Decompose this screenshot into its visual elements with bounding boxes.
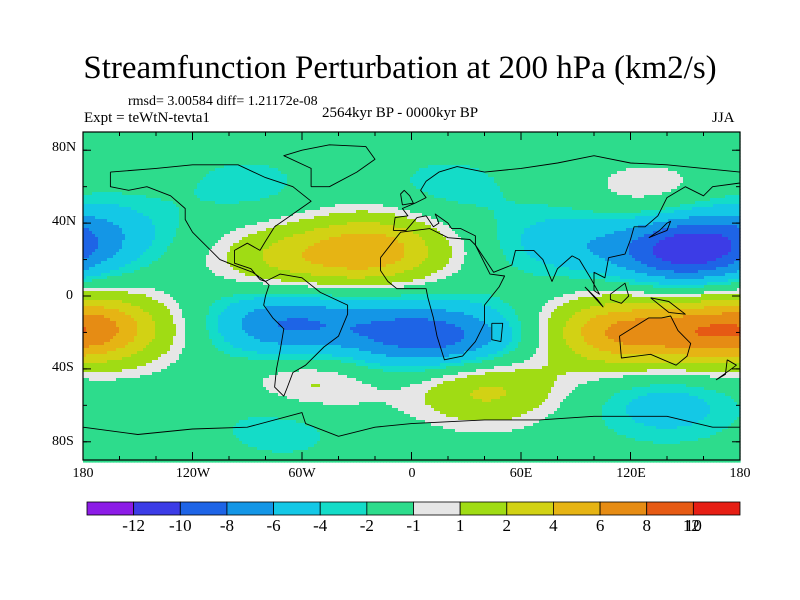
lon-label-120w: 120W [163, 466, 223, 482]
coastline-segment [584, 286, 604, 308]
coastline-segment [109, 164, 312, 282]
coastline-segment [609, 282, 630, 304]
lat-label-80n: 80N [52, 140, 76, 156]
field-shading [83, 132, 741, 463]
period-label: 2564kyr BP - 0000kyr BP [322, 105, 478, 122]
colorbar-label: 10 [673, 516, 713, 536]
colorbar-label: -4 [300, 516, 340, 536]
colorbar-box [553, 501, 601, 516]
coastline-segment [283, 144, 376, 188]
colorbar-label: -1 [394, 516, 434, 536]
coastline-segment [392, 155, 741, 295]
colorbar-box [273, 501, 321, 516]
colorbar-label: -6 [254, 516, 294, 536]
lat-label-80s: 80S [52, 434, 74, 450]
coastline-segment [648, 220, 672, 239]
colorbar-label: 8 [627, 516, 667, 536]
axis-ticks [82, 132, 741, 460]
colorbar-label: -8 [207, 516, 247, 536]
colorbar-label: 4 [533, 516, 573, 536]
lon-label-60e: 60E [491, 466, 551, 482]
colorbar-label: 12 [671, 516, 711, 536]
colorbar-label: 6 [580, 516, 620, 536]
colorbar-label: 1 [440, 516, 480, 536]
lat-label-40n: 40N [52, 214, 76, 230]
coastline-segment [650, 297, 686, 315]
colorbar-box [646, 501, 694, 516]
colorbar-box [179, 501, 228, 516]
lon-label-60w: 60W [272, 466, 332, 482]
coastlines [82, 144, 741, 437]
coastline-segment [491, 322, 504, 343]
season-label: JJA [712, 110, 735, 127]
experiment-label: Expt = teWtN-tevta1 [84, 110, 210, 127]
lon-label-180w: 180 [53, 466, 113, 482]
colorbar-label: -12 [114, 516, 154, 536]
colorbar-box [506, 501, 554, 516]
coastline-segment [619, 315, 692, 366]
colorbar-box [86, 501, 135, 516]
colorbar-box [319, 501, 368, 516]
plot-title: Streamfunction Perturbation at 200 hPa (… [0, 50, 800, 87]
colorbar-box [599, 501, 648, 516]
stats-line: rmsd= 3.00584 diff= 1.21172e-08 [128, 94, 318, 110]
colorbar [86, 501, 741, 516]
lat-label-0: 0 [66, 288, 73, 304]
lat-label-40s: 40S [52, 360, 74, 376]
coastline-segment [715, 359, 737, 381]
colorbar-label: -2 [347, 516, 387, 536]
coastline-segment [82, 412, 740, 437]
lon-label-120e: 120E [601, 466, 661, 482]
colorbar-box [366, 501, 414, 516]
colorbar-box [133, 501, 181, 516]
colorbar-box [459, 501, 508, 516]
coastline-segment [263, 273, 349, 397]
lon-label-180e: 180 [710, 466, 770, 482]
colorbar-box [413, 501, 461, 516]
colorbar-label: 2 [487, 516, 527, 536]
colorbar-box [226, 501, 274, 516]
colorbar-label: -10 [160, 516, 200, 536]
lon-label-0: 0 [382, 466, 442, 482]
coastline-segment [400, 189, 414, 206]
coastline-segment [380, 228, 506, 361]
colorbar-box [692, 501, 741, 516]
